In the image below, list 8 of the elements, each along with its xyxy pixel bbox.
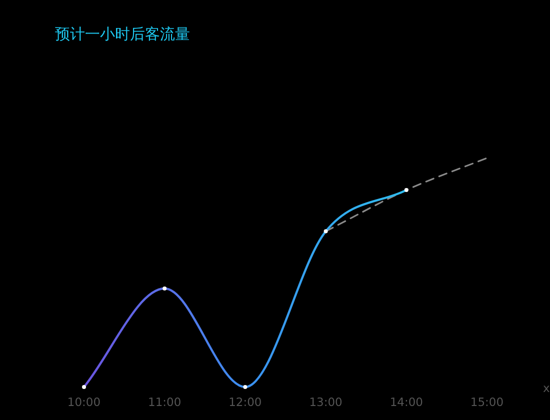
x-axis-title: x bbox=[543, 381, 550, 395]
x-tick-label: 14:00 bbox=[390, 395, 423, 409]
chart-title: 预计一小时后客流量 bbox=[55, 25, 190, 43]
x-tick-label: 10:00 bbox=[67, 395, 101, 409]
x-tick-label: 12:00 bbox=[228, 395, 262, 409]
x-tick-label: 15:00 bbox=[470, 395, 504, 409]
x-tick-label: 13:00 bbox=[309, 395, 342, 409]
x-tick-label: 11:00 bbox=[148, 395, 182, 409]
